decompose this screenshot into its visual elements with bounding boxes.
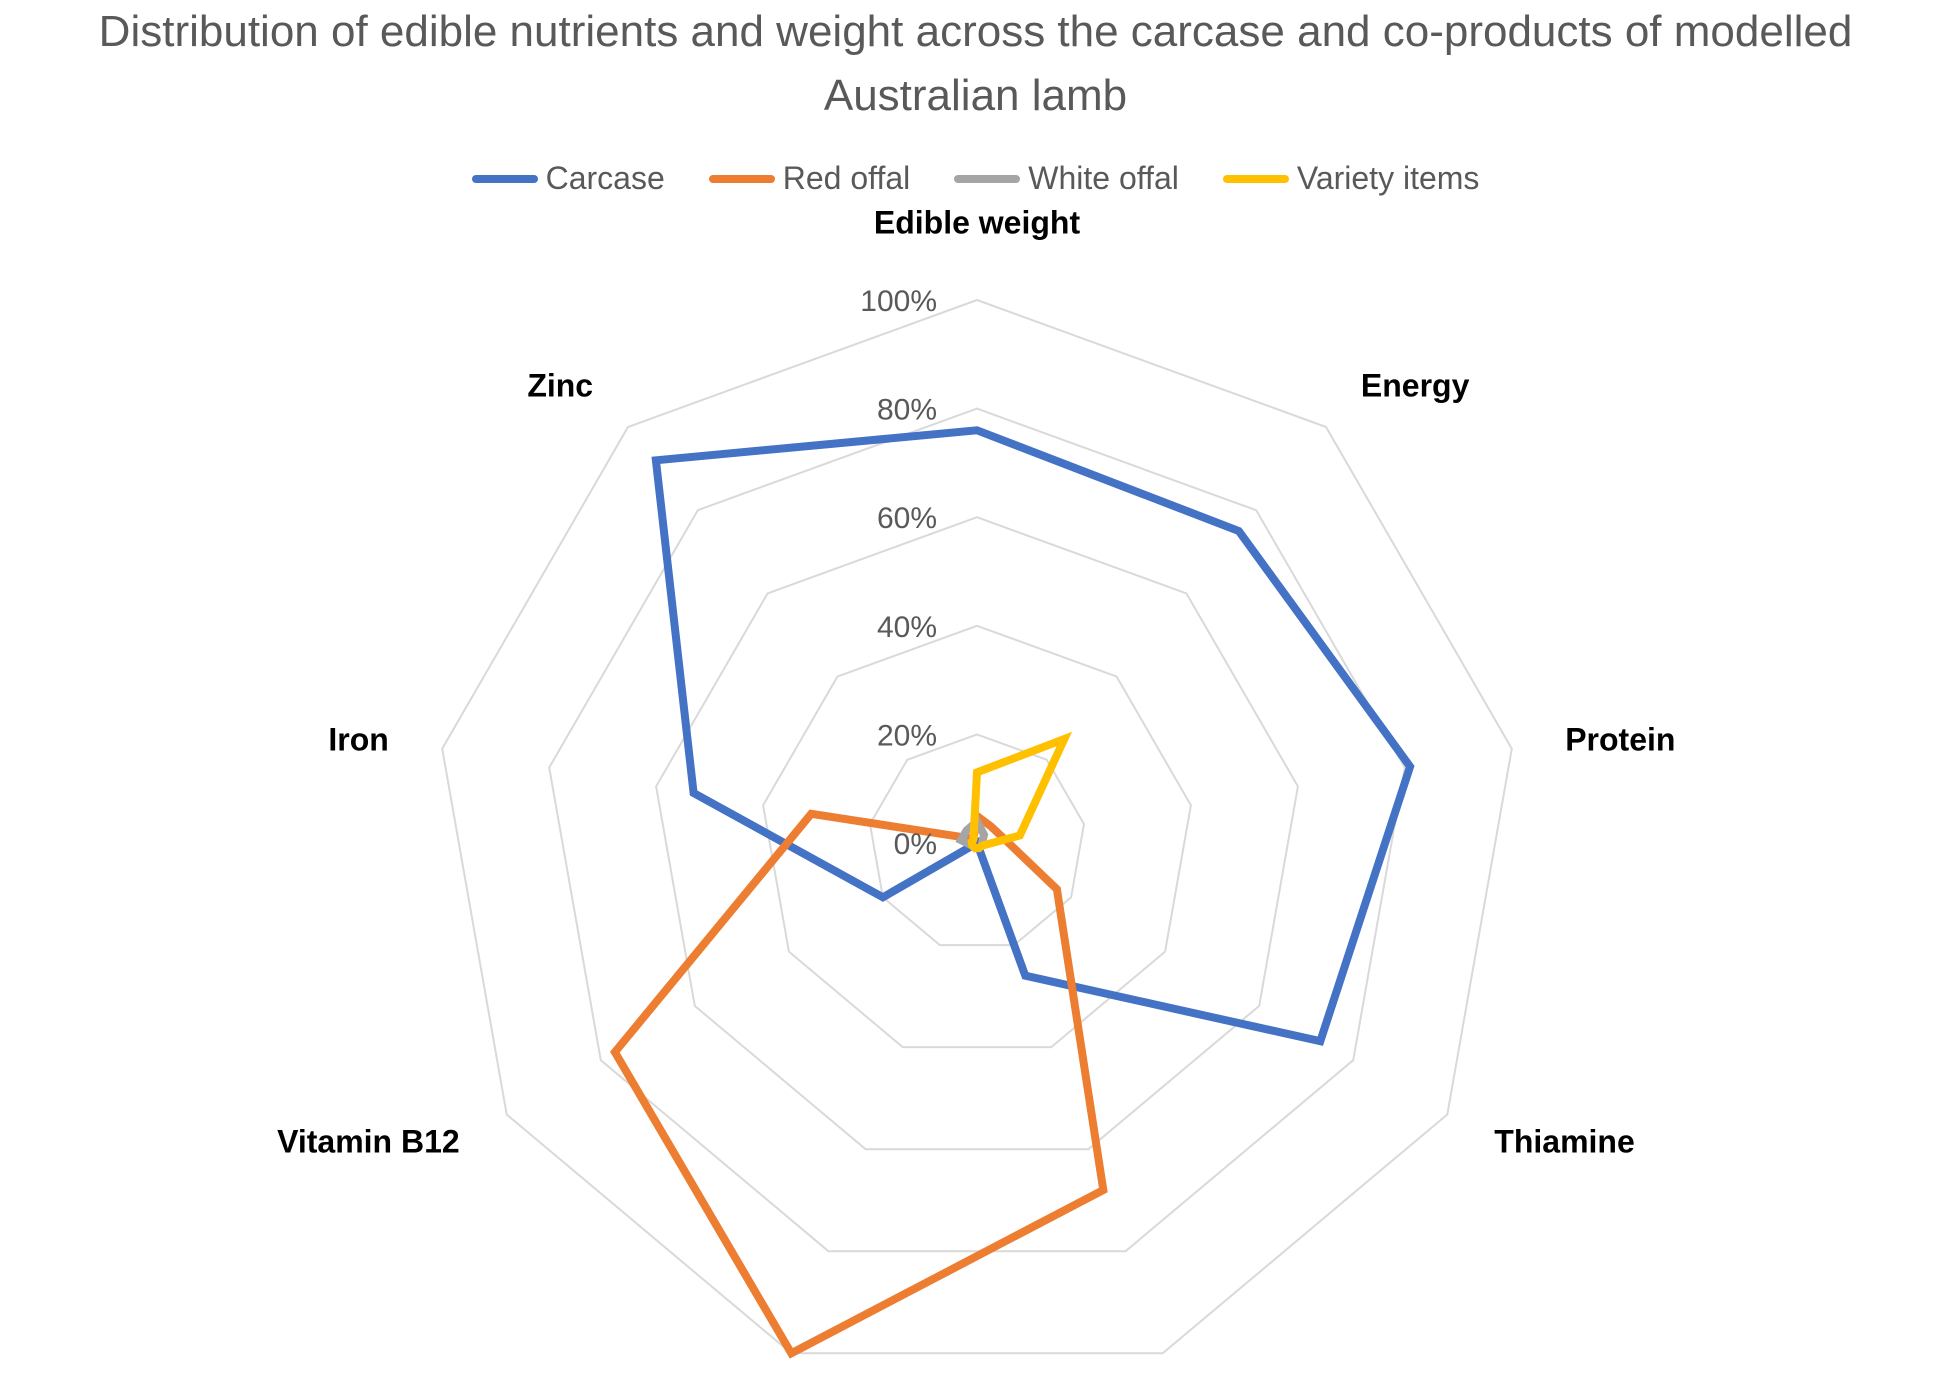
radar-series — [610, 426, 1415, 1359]
radar-grid — [441, 298, 1513, 1355]
legend: Carcase Red offal White offal Variety it… — [0, 160, 1951, 197]
grid-ring-2 — [762, 624, 1192, 1049]
legend-label-white-offal: White offal — [1028, 160, 1179, 196]
axis-label-vitamin-b12: Vitamin B12 — [277, 1124, 460, 1160]
legend-item-variety-items[interactable]: Variety items — [1222, 160, 1480, 197]
series-line-variety-items — [967, 731, 1073, 853]
tick-label-3: 60% — [877, 502, 937, 535]
axis-label-iron: Iron — [328, 721, 388, 757]
legend-label-carcase: Carcase — [545, 160, 665, 196]
radar-labels: 0% 20% 40% 60% 80% 100% Edible weight Energy Pro… — [277, 205, 1675, 1160]
tick-label-4: 80% — [877, 394, 937, 427]
axis-label-thiamine: Thiamine — [1494, 1124, 1634, 1160]
axis-label-zinc: Zinc — [527, 367, 593, 403]
tick-label-5: 100% — [860, 285, 937, 318]
legend-swatch-red-offal — [708, 174, 775, 183]
legend-item-white-offal[interactable]: White offal — [954, 160, 1179, 197]
legend-swatch-carcase — [471, 174, 538, 183]
grid-ring-1 — [868, 733, 1086, 947]
tick-label-1: 20% — [877, 719, 937, 752]
legend-swatch-white-offal — [954, 174, 1021, 183]
legend-item-red-offal[interactable]: Red offal — [708, 160, 911, 197]
legend-label-variety-items: Variety items — [1296, 160, 1480, 196]
legend-swatch-variety-items — [1222, 174, 1289, 183]
grid-ring-5 — [441, 298, 1513, 1355]
tick-label-0: 0% — [894, 828, 937, 861]
axis-label-protein: Protein — [1565, 721, 1675, 757]
grid-ring-4 — [548, 407, 1406, 1253]
legend-item-carcase[interactable]: Carcase — [471, 160, 665, 197]
chart-title: Distribution of edible nutrients and wei… — [98, 7, 1853, 120]
series-line-carcase — [651, 426, 1415, 1046]
tick-label-2: 40% — [877, 611, 937, 644]
axis-label-edible-weight: Edible weight — [874, 205, 1081, 241]
grid-ring-3 — [655, 516, 1299, 1151]
series-line-red-offal — [610, 808, 1108, 1359]
axis-label-energy: Energy — [1361, 367, 1470, 403]
legend-label-red-offal: Red offal — [782, 160, 911, 196]
